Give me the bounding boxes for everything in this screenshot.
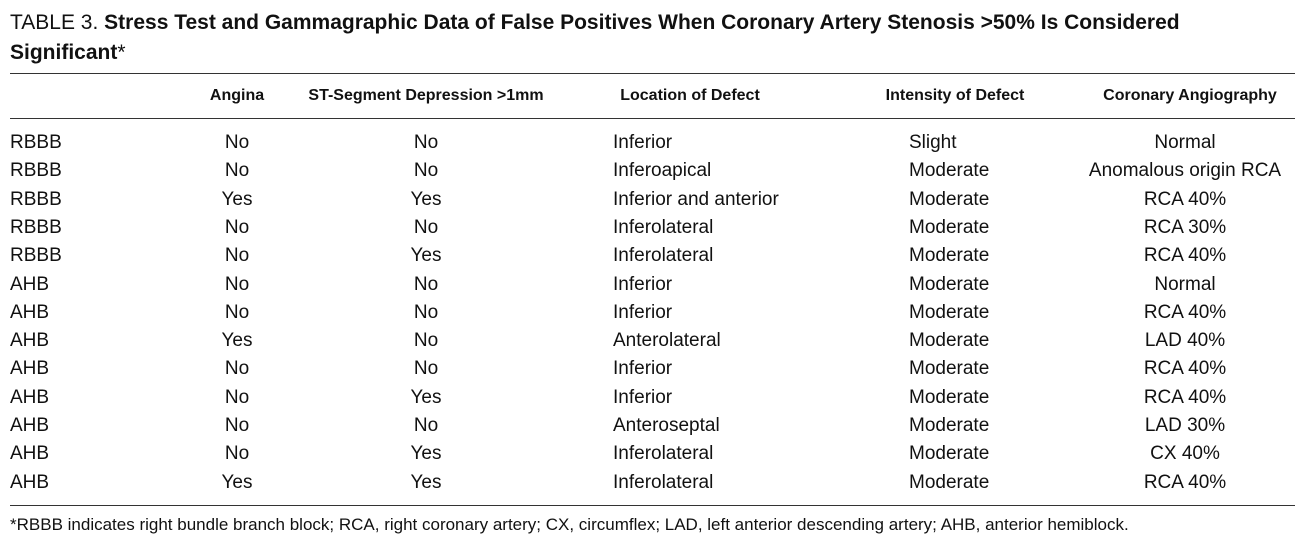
table-cell: No <box>224 301 250 323</box>
table-cell: Moderate <box>909 330 990 352</box>
footnote: *RBBB indicates right bundle branch bloc… <box>10 515 1129 534</box>
table-cell: CX 40% <box>1150 443 1220 465</box>
table-cell: LAD 30% <box>1144 415 1226 436</box>
table-cell: Yes <box>410 471 442 493</box>
table-cell: Yes <box>221 471 253 493</box>
table-cell: No <box>413 160 439 182</box>
table-cell: RBBB <box>10 160 62 182</box>
table-cell: AHB <box>10 386 50 408</box>
bottom-rule <box>10 505 1295 506</box>
table-cell: No <box>413 132 439 153</box>
table-cell: Moderate <box>909 188 990 210</box>
table-cell: No <box>224 415 250 436</box>
table-cell: RCA 40% <box>1143 471 1227 493</box>
table-cell: Moderate <box>909 386 990 408</box>
table-cell: Inferior <box>613 132 673 153</box>
table-cell: RBBB <box>10 216 62 238</box>
table-cell: Normal <box>1154 132 1216 153</box>
table-cell: Moderate <box>909 443 990 465</box>
table-cell: Moderate <box>909 415 990 436</box>
table-cell: Moderate <box>909 245 990 267</box>
table-cell: No <box>224 160 250 182</box>
table-cell: No <box>224 358 250 380</box>
table-cell: No <box>413 330 439 352</box>
table-cell: Normal <box>1154 273 1216 295</box>
table-cell: Inferior and anterior <box>613 188 779 210</box>
table-cell: Anomalous origin RCA <box>1088 160 1282 182</box>
table-cell: RBBB <box>10 132 62 153</box>
table-cell: No <box>224 216 250 238</box>
column-header: ST-Segment Depression >1mm <box>308 87 544 104</box>
table-cell: RCA 40% <box>1143 386 1227 408</box>
table-cell: No <box>224 443 250 465</box>
table-cell: Moderate <box>909 160 990 182</box>
table-cell: Inferior <box>613 301 673 323</box>
table-cell: Inferolateral <box>613 443 714 465</box>
title-mark: * <box>117 41 126 64</box>
table-cell: Inferior <box>613 273 673 295</box>
table-cell: Moderate <box>909 301 990 323</box>
table-cell: AHB <box>10 301 50 323</box>
table-cell: No <box>413 216 439 238</box>
column-header: Intensity of Defect <box>885 87 1025 104</box>
table-cell: No <box>413 301 439 323</box>
table-cell: RCA 40% <box>1143 301 1227 323</box>
table-cell: Yes <box>410 188 442 210</box>
table-cell: AHB <box>10 273 50 295</box>
table-cell: No <box>413 358 439 380</box>
table-cell: RBBB <box>10 245 62 267</box>
table-cell: AHB <box>10 415 50 436</box>
table-cell: RCA 40% <box>1143 358 1227 380</box>
table-cell: Moderate <box>909 273 990 295</box>
table-cell: No <box>224 245 250 267</box>
table-cell: Inferolateral <box>613 245 714 267</box>
table-cell: Yes <box>221 188 253 210</box>
table-cell: Slight <box>909 132 957 153</box>
table-cell: Anterolateral <box>613 330 721 352</box>
column-header: Location of Defect <box>620 87 760 104</box>
table-cell: Inferolateral <box>613 216 714 238</box>
table-cell: Anteroseptal <box>613 415 720 436</box>
table-cell: Yes <box>410 443 442 465</box>
table-cell: Inferoapical <box>613 160 712 182</box>
table-cell: AHB <box>10 358 50 380</box>
table-cell: No <box>413 415 439 436</box>
table-cell: LAD 40% <box>1144 330 1226 352</box>
table-label: TABLE 3. <box>10 11 99 34</box>
top-rule <box>10 73 1295 74</box>
table-cell: Moderate <box>909 471 990 493</box>
table-cell: Inferior <box>613 386 673 408</box>
table-cell: No <box>224 273 250 295</box>
table-cell: RCA 30% <box>1143 216 1227 238</box>
title-text: Stress Test and Gammagraphic Data of Fal… <box>10 11 1180 64</box>
table-cell: RCA 40% <box>1143 245 1227 267</box>
table-cell: AHB <box>10 330 50 352</box>
table-cell: RBBB <box>10 188 62 210</box>
table-cell: Yes <box>410 386 442 408</box>
table-cell: Moderate <box>909 216 990 238</box>
table-cell: Moderate <box>909 358 990 380</box>
header-rule <box>10 118 1295 119</box>
table-cell: RCA 40% <box>1143 188 1227 210</box>
table-cell: No <box>224 386 250 408</box>
table-cell: AHB <box>10 471 50 493</box>
table-cell: No <box>224 132 250 153</box>
table-cell: Inferior <box>613 358 673 380</box>
table-cell: No <box>413 273 439 295</box>
table-cell: Yes <box>221 330 253 352</box>
column-header: Coronary Angiography <box>1103 87 1277 104</box>
table-cell: Yes <box>410 245 442 267</box>
table-cell: Inferolateral <box>613 471 714 493</box>
table-title: TABLE 3. Stress Test and Gammagraphic Da… <box>10 8 1210 68</box>
column-header: Angina <box>209 87 265 104</box>
table-cell: AHB <box>10 443 50 465</box>
